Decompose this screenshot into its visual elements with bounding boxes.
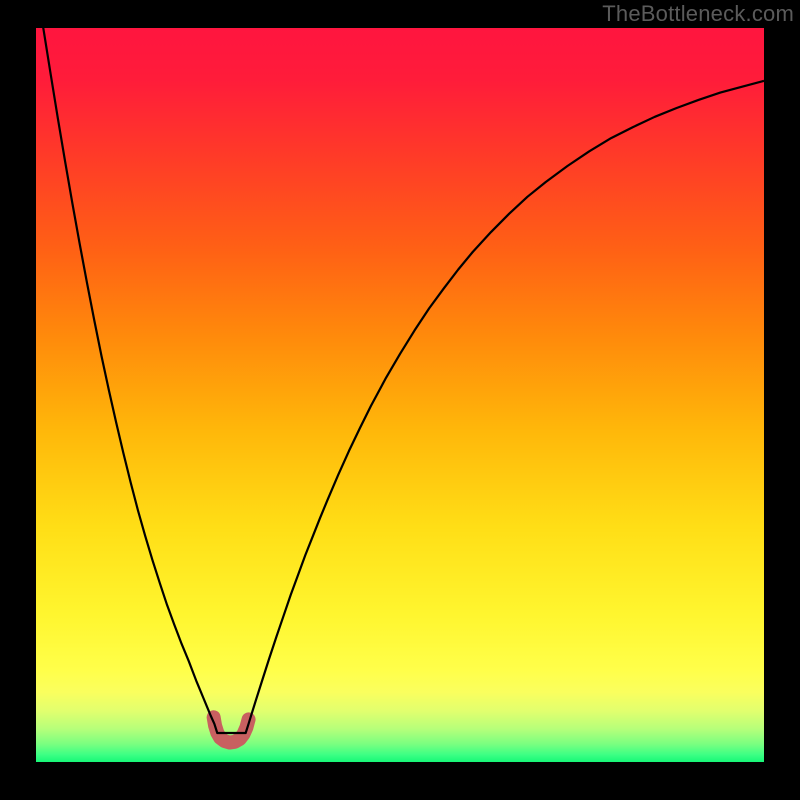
bottleneck-chart <box>0 0 800 800</box>
plot-background <box>36 28 764 762</box>
chart-stage: TheBottleneck.com <box>0 0 800 800</box>
watermark-text: TheBottleneck.com <box>602 1 794 27</box>
